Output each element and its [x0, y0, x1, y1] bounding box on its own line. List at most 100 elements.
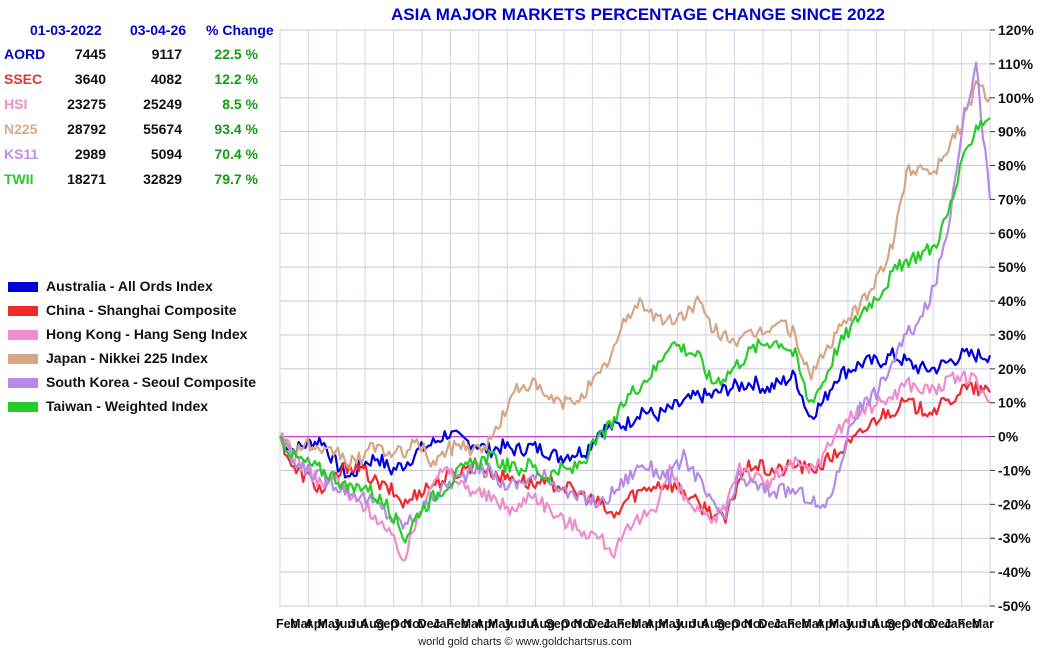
start-value: 2989	[74, 146, 106, 162]
x-tick-label: May	[318, 617, 342, 631]
y-tick-label: 40%	[998, 293, 1027, 309]
legend-label: Taiwan - Weighted Index	[46, 398, 209, 414]
x-tick-label: Mar	[461, 617, 483, 631]
x-tick-label: Jul	[690, 617, 708, 631]
x-tick-label: Nov	[744, 617, 768, 631]
start-value: 23275	[67, 96, 106, 112]
x-tick-label: Aug	[701, 617, 725, 631]
percent-change: 8.5 %	[222, 96, 258, 112]
y-tick-label: 70%	[998, 191, 1027, 207]
x-tick-label: Jul	[860, 617, 878, 631]
x-tick-label: Mar	[801, 617, 823, 631]
x-tick-label: Jun	[844, 617, 866, 631]
start-value: 7445	[74, 46, 106, 62]
y-tick-label: 50%	[998, 259, 1027, 275]
start-value: 28792	[67, 121, 106, 137]
plot-grid	[279, 29, 991, 607]
legend-swatch	[8, 282, 38, 292]
table-row: N225 28792 55674 93.4 %	[0, 121, 282, 143]
x-tick-label: May	[829, 617, 853, 631]
index-code: AORD	[4, 46, 46, 62]
table-row: AORD 7445 9117 22.5 %	[0, 46, 282, 68]
series-line-6	[279, 117, 991, 544]
start-value: 18271	[67, 171, 106, 187]
x-tick-label: Nov	[403, 617, 427, 631]
index-code: SSEC	[4, 71, 43, 87]
x-tick-label: Aug	[531, 617, 555, 631]
end-value: 55674	[143, 121, 182, 137]
x-tick-label: Apr	[816, 617, 838, 631]
x-tick-label: Apr	[305, 617, 327, 631]
y-tick-label: -50%	[998, 598, 1031, 614]
y-tick-label: -30%	[998, 530, 1031, 546]
table-row: KS11 2989 5094 70.4 %	[0, 146, 282, 168]
x-tick-label: Jun	[333, 617, 355, 631]
x-tick-label: Aug	[360, 617, 384, 631]
x-tick-label: May	[488, 617, 512, 631]
index-code: HSI	[4, 96, 28, 112]
y-tick-label: 110%	[998, 56, 1034, 72]
x-tick-label: Jan	[773, 617, 795, 631]
x-tick-label: Dec	[418, 617, 441, 631]
x-tick-label: Oct	[901, 617, 923, 631]
y-tick-label: 30%	[998, 327, 1027, 343]
header-end-date: 03-04-26	[130, 22, 187, 38]
x-tick-label: Jan	[944, 617, 966, 631]
x-tick-label: May	[658, 617, 682, 631]
legend-swatch	[8, 306, 38, 316]
series-line-3	[279, 370, 991, 562]
x-tick-label: Feb	[276, 617, 299, 631]
y-tick-label: 10%	[998, 395, 1027, 411]
end-value: 32829	[143, 171, 182, 187]
series-lines	[278, 61, 992, 562]
x-tick-label: Jul	[519, 617, 537, 631]
x-tick-label: Mar	[631, 617, 653, 631]
end-value: 9117	[151, 46, 182, 62]
legend-swatch	[8, 354, 38, 364]
x-tick-label: Nov	[914, 617, 938, 631]
table-row: HSI 23275 25249 8.5 %	[0, 96, 282, 118]
x-axis-ticks: FebMarAprMayJunJulAugSepOctNovDecJanFebM…	[276, 617, 994, 631]
y-tick-label: 100%	[998, 90, 1034, 106]
header-percent-change: % Change	[206, 22, 274, 38]
series-line-1	[279, 347, 992, 479]
percent-change: 93.4 %	[214, 121, 258, 137]
percent-change: 12.2 %	[214, 71, 258, 87]
start-value: 3640	[74, 71, 106, 87]
index-code: KS11	[4, 146, 39, 162]
x-tick-label: Oct	[561, 617, 583, 631]
legend-swatch	[8, 378, 38, 388]
x-tick-label: Jun	[674, 617, 696, 631]
footer-credit: world gold charts © www.goldchartsrus.co…	[418, 636, 632, 648]
table-row: TWII 18271 32829 79.7 %	[0, 171, 282, 193]
y-axis-ticks: -50% -40% -30% -20% -10% 0% 10% 20% 30% 40% 50% 60%…	[990, 22, 1034, 614]
table-row: SSEC 3640 4082 12.2 %	[0, 71, 282, 93]
x-tick-label: Aug	[871, 617, 895, 631]
x-tick-label: Apr	[646, 617, 668, 631]
end-value: 25249	[143, 96, 182, 112]
y-tick-label: 60%	[998, 225, 1027, 241]
legend-swatch	[8, 330, 38, 340]
x-tick-label: Jan	[433, 617, 455, 631]
legend-label: Japan - Nikkei 225 Index	[46, 350, 208, 366]
series-line-5	[278, 61, 992, 530]
x-tick-label: Jan	[603, 617, 625, 631]
legend-swatch	[8, 402, 38, 412]
header-start-date: 01-03-2022	[30, 22, 102, 38]
chart-title: ASIA MAJOR MARKETS PERCENTAGE CHANGE SIN…	[391, 5, 885, 24]
x-tick-label: Oct	[731, 617, 753, 631]
end-value: 5094	[150, 146, 182, 162]
x-tick-label: Sep	[375, 617, 398, 631]
x-tick-label: Nov	[573, 617, 597, 631]
series-line-4	[278, 79, 991, 470]
x-tick-label: Dec	[588, 617, 611, 631]
x-tick-label: Sep	[716, 617, 739, 631]
percent-change: 22.5 %	[214, 46, 258, 62]
percent-change: 79.7 %	[214, 171, 258, 187]
series-line-2	[279, 381, 991, 524]
x-tick-label: Mar	[290, 617, 312, 631]
x-tick-label: Mar	[972, 617, 994, 631]
y-tick-label: 80%	[998, 158, 1027, 174]
legend-label: Hong Kong - Hang Seng Index	[46, 326, 248, 342]
index-code: N225	[4, 121, 38, 137]
